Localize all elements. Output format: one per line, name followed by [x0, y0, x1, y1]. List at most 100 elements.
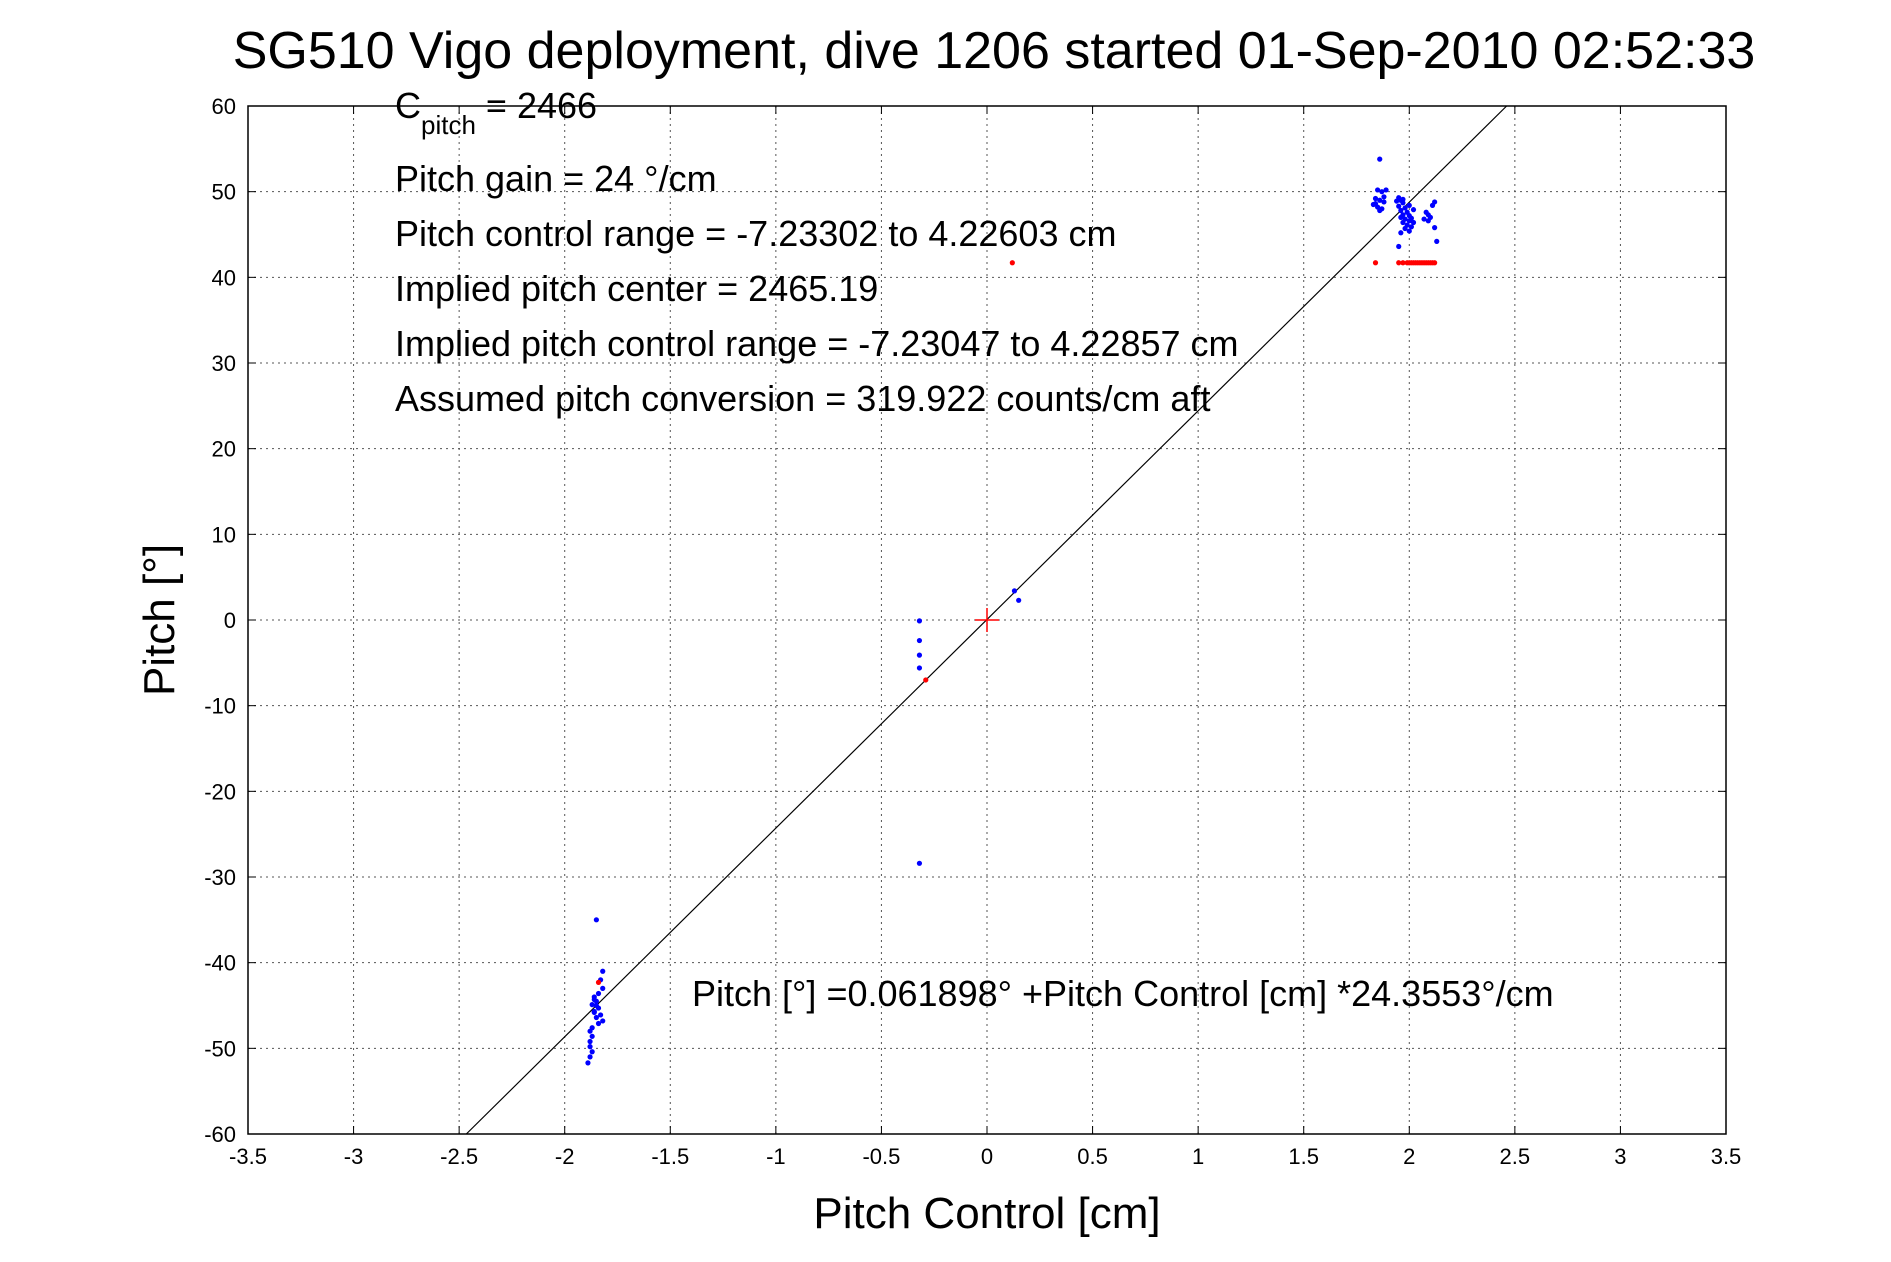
y-tick-label: -20: [204, 779, 236, 804]
y-tick-label: 60: [212, 94, 236, 119]
blue-data-point: [591, 1009, 597, 1015]
x-tick-label: -3: [344, 1144, 364, 1169]
blue-data-point: [916, 860, 923, 866]
x-tick-label: -0.5: [862, 1144, 900, 1169]
blue-data-point: [1011, 588, 1018, 594]
y-tick-label: 10: [212, 522, 236, 547]
blue-data-point: [1425, 218, 1431, 224]
x-axis-label: Pitch Control [cm]: [813, 1189, 1160, 1238]
x-tick-label: 0.5: [1077, 1144, 1108, 1169]
blue-data-point: [1421, 216, 1427, 222]
blue-data-point: [593, 917, 599, 923]
blue-data-point: [1402, 205, 1408, 211]
blue-data-point: [1402, 225, 1408, 232]
blue-data-point: [1377, 197, 1383, 203]
blue-data-point: [1398, 207, 1404, 214]
annotation-fit-equation: Pitch [°] =0.061898° +Pitch Control [cm]…: [692, 973, 1554, 1014]
blue-data-point: [600, 968, 606, 974]
blue-data-point: [1410, 207, 1417, 213]
red-data-point: [923, 677, 929, 683]
blue-data-point: [1379, 189, 1385, 195]
annotation-c-pitch-value: = 2466: [476, 85, 597, 126]
blue-data-point: [600, 985, 606, 991]
red-data-point: [1009, 260, 1015, 266]
blue-data-point: [1408, 215, 1414, 221]
x-tick-label: -1: [766, 1144, 786, 1169]
x-tick-label: 1.5: [1288, 1144, 1319, 1169]
blue-data-point: [587, 1054, 593, 1060]
red-data-point: [1396, 260, 1402, 266]
x-tick-labels: -3.5 -3 -2.5 -2 -1.5 -1 -0.5 0 0.5 1 1.5 2 2.5 3 3.5: [229, 1144, 1741, 1169]
blue-data-point: [1372, 195, 1379, 202]
blue-data-point: [593, 1002, 599, 1009]
chart-title: SG510 Vigo deployment, dive 1206 started…: [233, 22, 1756, 80]
blue-data-point: [1383, 187, 1389, 193]
blue-data-point: [595, 990, 602, 997]
x-tick-label: 2.5: [1500, 1144, 1531, 1169]
y-tick-label: 20: [212, 437, 236, 462]
blue-data-point: [595, 1020, 602, 1027]
blue-data-point: [916, 665, 923, 671]
y-tick-label: -60: [204, 1122, 236, 1147]
blue-data-point: [1381, 194, 1387, 200]
annotation-c-pitch-main: C: [395, 85, 421, 126]
x-tick-label: -1.5: [651, 1144, 689, 1169]
blue-data-point: [589, 1049, 595, 1055]
blue-data-point: [589, 1002, 595, 1008]
blue-data-point: [1434, 238, 1440, 244]
blue-data-point: [1396, 243, 1402, 250]
blue-data-point: [1429, 202, 1436, 208]
red-data-point: [1432, 260, 1438, 266]
x-tick-label: 2: [1403, 1144, 1415, 1169]
blue-data-point: [1400, 196, 1406, 202]
blue-data-point: [587, 1038, 593, 1045]
blue-data-point: [1375, 187, 1381, 193]
y-tick-label: 40: [212, 265, 236, 290]
annotation-c-pitch: Cpitch = 2466: [395, 85, 597, 140]
axis-ticks: [247, 105, 1727, 1135]
y-tick-label: -10: [204, 694, 236, 719]
data-points: [585, 156, 1440, 1066]
blue-data-point: [587, 1044, 593, 1050]
y-axis-label: Pitch [°]: [135, 544, 184, 696]
center-marker: [975, 608, 999, 632]
x-tick-label: -2.5: [440, 1144, 478, 1169]
blue-data-point: [1381, 199, 1387, 205]
blue-data-point: [1398, 214, 1404, 220]
blue-data-point: [1396, 203, 1402, 209]
blue-data-point: [1406, 228, 1412, 234]
y-tick-labels: -60 -50 -40 -30 -20 -10 0 10 20 30 40 50 60: [204, 94, 236, 1147]
x-tick-label: -2: [555, 1144, 575, 1169]
y-tick-label: 50: [212, 180, 236, 205]
blue-data-point: [589, 1033, 595, 1039]
annotation-assumed-conversion: Assumed pitch conversion = 319.922 count…: [395, 378, 1210, 419]
y-tick-label: -30: [204, 865, 236, 890]
blue-data-point: [916, 618, 923, 624]
blue-data-point: [587, 1028, 593, 1034]
blue-data-point: [1406, 202, 1412, 208]
red-data-point: [1372, 260, 1379, 266]
red-data-point: [1400, 260, 1406, 266]
blue-data-point: [593, 1014, 599, 1021]
blue-data-point: [600, 1018, 606, 1024]
blue-data-point: [1394, 198, 1400, 204]
blue-data-point: [1016, 597, 1022, 603]
y-tick-label: 0: [224, 608, 236, 633]
blue-data-point: [1377, 207, 1383, 214]
y-tick-label: 30: [212, 351, 236, 376]
blue-data-point: [585, 1060, 591, 1066]
x-tick-label: 3: [1614, 1144, 1626, 1169]
blue-data-point: [1398, 230, 1404, 236]
blue-data-point: [1400, 219, 1406, 226]
x-tick-label: 0: [981, 1144, 993, 1169]
blue-data-point: [591, 996, 597, 1003]
annotation-c-pitch-sub: pitch: [421, 110, 476, 140]
blue-data-point: [1432, 225, 1438, 231]
blue-data-point: [916, 652, 923, 658]
annotation-implied-center: Implied pitch center = 2465.19: [395, 268, 878, 309]
annotation-implied-range: Implied pitch control range = -7.23047 t…: [395, 323, 1239, 364]
y-tick-label: -40: [204, 951, 236, 976]
x-tick-label: 1: [1192, 1144, 1204, 1169]
